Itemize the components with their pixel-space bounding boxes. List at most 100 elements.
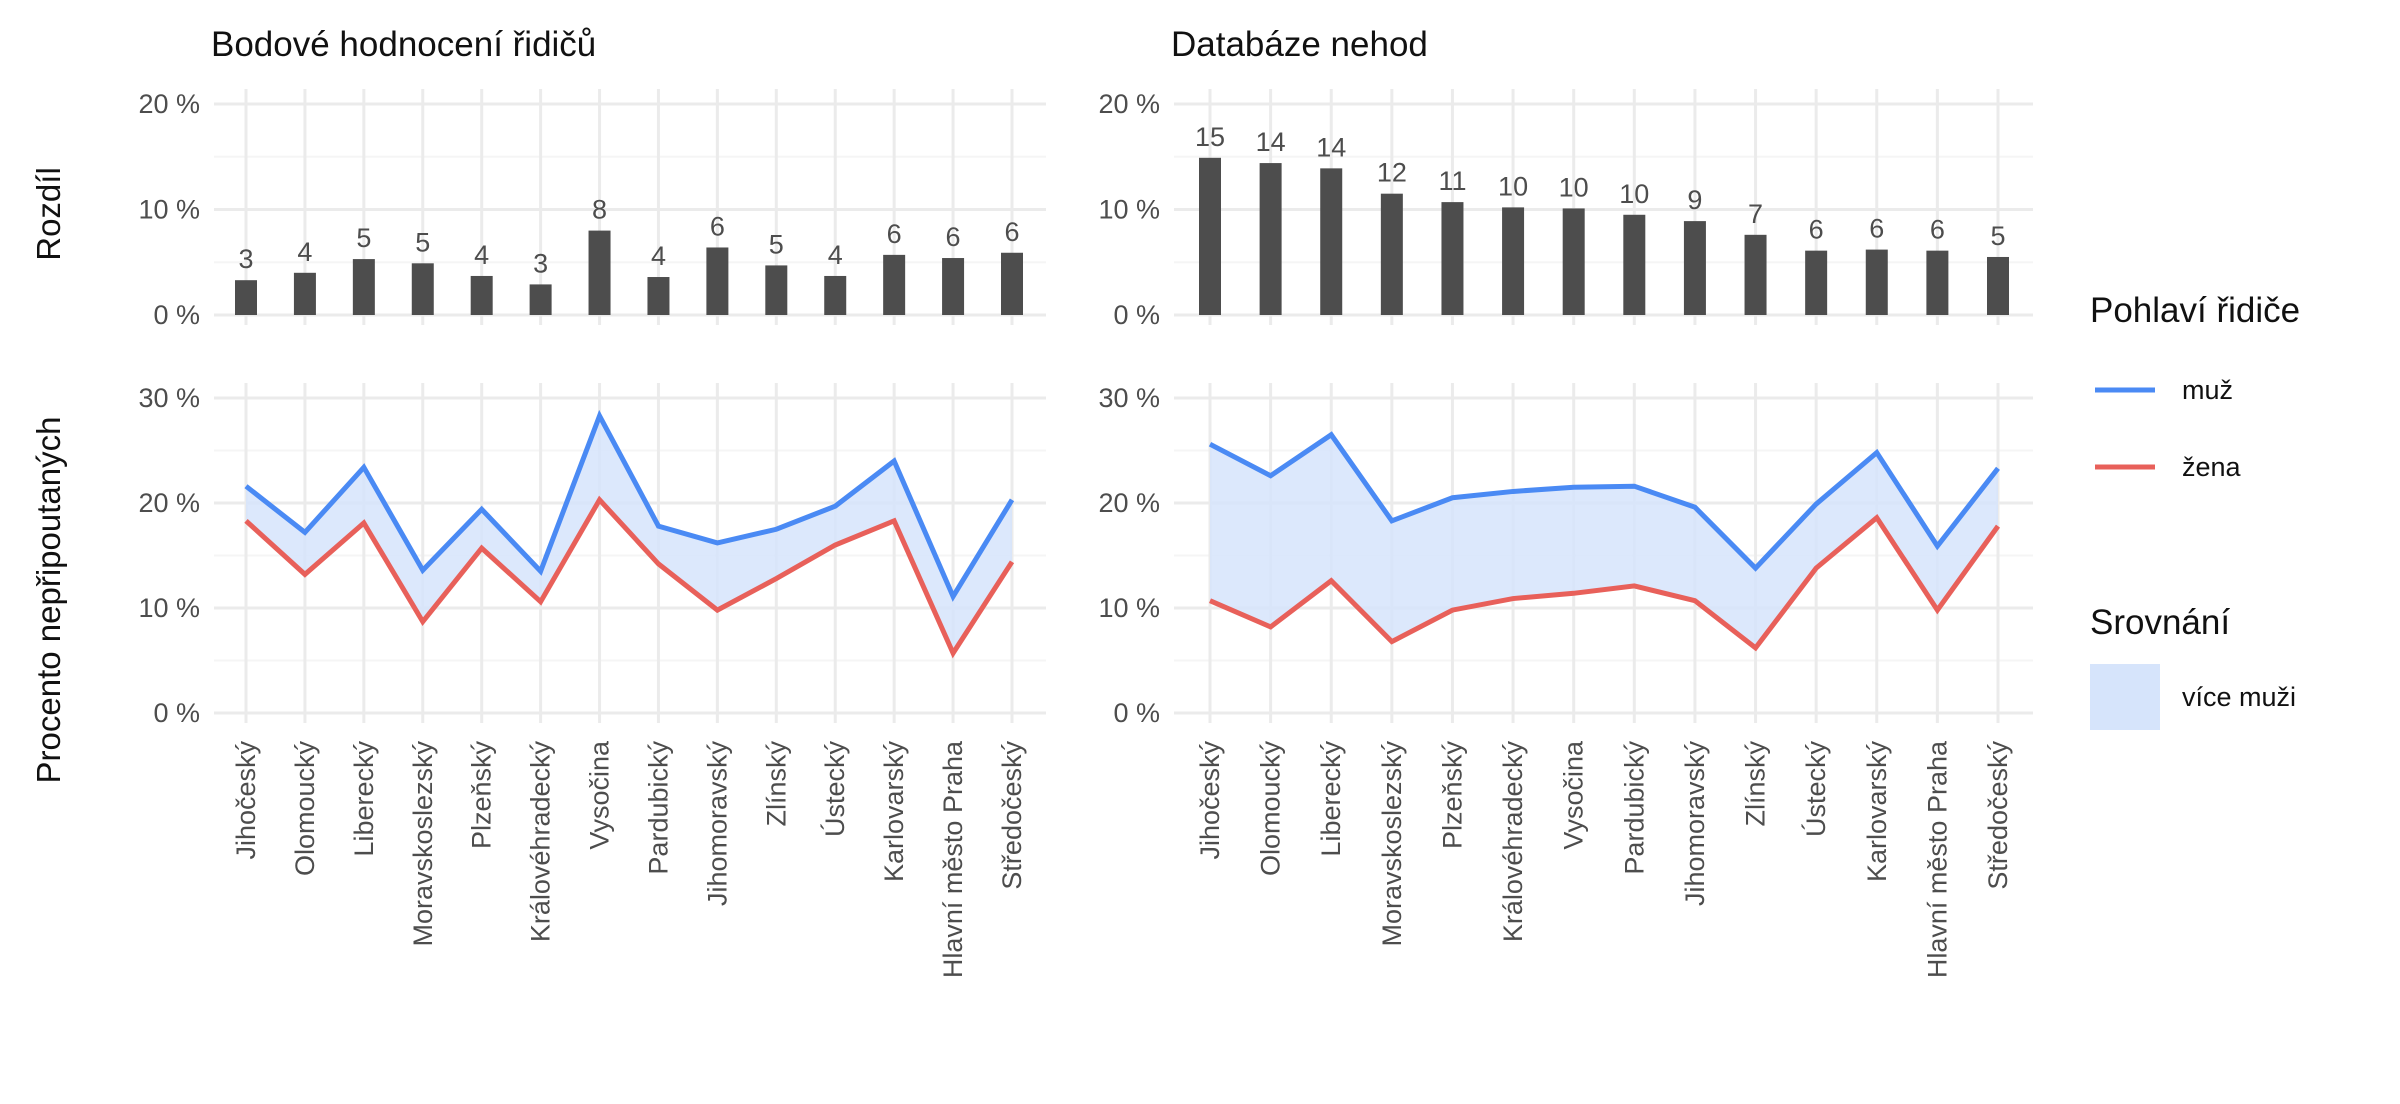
- y-tick-label: 10 %: [1098, 195, 1160, 225]
- y-tick-label: 30 %: [1098, 383, 1160, 413]
- bar: [1001, 252, 1023, 315]
- bar-data-label: 10: [1619, 179, 1649, 209]
- bar-data-label: 12: [1377, 158, 1407, 188]
- x-tick-label: Plzeňský: [467, 741, 497, 850]
- female-line: [244, 495, 1015, 659]
- bar-panel-1: 0 % 10 % 20 % Bodové hodnocení řidičů 3 4 5 5 4 3…: [138, 25, 1046, 330]
- male-line: [1208, 431, 2000, 572]
- y-tick-label: 10 %: [1098, 593, 1160, 623]
- bar: [1441, 202, 1464, 315]
- x-tick-label: Olomoucký: [290, 741, 320, 877]
- bar-data-label: 6: [710, 211, 725, 241]
- bar: [235, 280, 257, 315]
- female-line: [1209, 513, 2001, 652]
- bar: [1623, 214, 1646, 315]
- bar-data-label: 5: [356, 223, 371, 253]
- bar-data-label: 15: [1195, 122, 1225, 152]
- y-tick-label: 10 %: [138, 195, 200, 225]
- bar: [942, 258, 965, 315]
- x-tick-label: Moravskoslezský: [1377, 741, 1407, 947]
- bottom-y-axis-title: Procento nepřipoutaných: [30, 417, 67, 784]
- legend-sex-title: Pohlaví řidiče: [2090, 291, 2300, 330]
- x-tick-label: Jihočeský: [1195, 741, 1225, 860]
- legend-female-label: žena: [2182, 452, 2242, 482]
- bar-data-label: 4: [828, 240, 843, 270]
- bar: [411, 263, 434, 315]
- ribbon-area: [1210, 434, 1998, 648]
- x-tick-label: Jihočeský: [231, 741, 261, 860]
- line-panel-1: 0 % 10 % 20 % 30 % Jihočeský Olomoucký Liberec…: [138, 383, 1046, 978]
- bar-data-label: 4: [297, 237, 312, 267]
- bar: [1865, 249, 1888, 315]
- x-tick-label: Pardubický: [1619, 741, 1649, 875]
- bar-data-label: 11: [1438, 166, 1466, 196]
- x-tick-label: Liberecký: [1316, 741, 1346, 857]
- bar: [1199, 157, 1221, 315]
- x-tick-label: Plzeňský: [1437, 741, 1467, 850]
- bar: [1320, 168, 1343, 315]
- x-tick-label: Jihomoravský: [1680, 741, 1710, 907]
- legend: Pohlaví řidiče muž žena Srovnání více mu…: [2090, 291, 2300, 730]
- bar: [1502, 207, 1525, 315]
- legend-ribbon-key: [2090, 664, 2160, 730]
- bar-data-label: 14: [1316, 132, 1346, 162]
- y-tick-label: 30 %: [138, 383, 200, 413]
- bar-data-label: 6: [887, 219, 902, 249]
- bar: [1926, 250, 1949, 315]
- bar-data-label: 6: [1930, 215, 1945, 245]
- bar: [1259, 163, 1282, 315]
- top-y-axis-title: Rozdíl: [30, 167, 67, 261]
- bar-data-label: 10: [1498, 171, 1528, 201]
- y-tick-label: 10 %: [138, 593, 200, 623]
- bar-data-label: 8: [592, 195, 607, 225]
- ribbon-area: [246, 415, 1012, 654]
- legend-ribbon-label: více muži: [2182, 682, 2296, 712]
- bar: [824, 275, 847, 315]
- x-tick-label: Ústecký: [819, 741, 850, 838]
- bar: [706, 247, 729, 315]
- bar: [588, 230, 611, 315]
- y-tick-label: 20 %: [1098, 89, 1160, 119]
- bar-data-label: 10: [1559, 172, 1589, 202]
- bar-data-label: 3: [238, 244, 253, 274]
- bar-panel-2: 0 % 10 % 20 % Databáze nehod 15 14 14 12 11 10 10 1…: [1098, 25, 2033, 330]
- bar-data-label: 14: [1256, 127, 1286, 157]
- legend-compare-title: Srovnání: [2090, 603, 2230, 642]
- x-tick-label: Ústecký: [1800, 741, 1831, 838]
- x-tick-label: Liberecký: [349, 741, 379, 857]
- bar-data-label: 5: [415, 227, 430, 257]
- bar-data-label: 7: [1748, 199, 1763, 229]
- bar-data-label: 6: [1869, 214, 1884, 244]
- x-tick-label: Moravskoslezský: [408, 741, 438, 947]
- y-tick-label: 20 %: [138, 89, 200, 119]
- bar-data-label: 6: [946, 222, 961, 252]
- bar: [1380, 193, 1403, 315]
- bar: [470, 275, 493, 315]
- bar: [352, 259, 375, 315]
- bar-data-label: 6: [1004, 217, 1019, 247]
- bar-data-label: 9: [1687, 185, 1702, 215]
- bar: [1562, 208, 1585, 315]
- x-tick-label: Hlavní město Praha: [938, 740, 968, 978]
- line-panel-2: 0 % 10 % 20 % 30 % Jihočeský Olomoucký Liberec…: [1098, 383, 2033, 978]
- x-tick-label: Karlovarský: [1862, 741, 1892, 883]
- bar: [1805, 250, 1828, 315]
- x-tick-label: Pardubický: [643, 741, 673, 875]
- x-tick-label: Královéhradecký: [1498, 741, 1528, 943]
- y-tick-label: 0 %: [153, 300, 200, 330]
- bar: [647, 277, 670, 315]
- bar-data-label: 6: [1809, 215, 1824, 245]
- y-tick-label: 0 %: [153, 698, 200, 728]
- bar-data-label: 3: [533, 248, 548, 278]
- x-tick-label: Královéhradecký: [526, 741, 556, 943]
- bar-data-label: 4: [651, 241, 666, 271]
- bar: [883, 254, 906, 315]
- x-tick-label: Hlavní město Praha: [1922, 740, 1952, 978]
- x-tick-label: Zlínský: [761, 741, 791, 827]
- y-tick-label: 0 %: [1113, 300, 1160, 330]
- bar: [529, 284, 552, 315]
- panel-title: Databáze nehod: [1171, 25, 1428, 64]
- panel-title: Bodové hodnocení řidičů: [211, 25, 596, 64]
- x-tick-label: Středočeský: [997, 741, 1027, 890]
